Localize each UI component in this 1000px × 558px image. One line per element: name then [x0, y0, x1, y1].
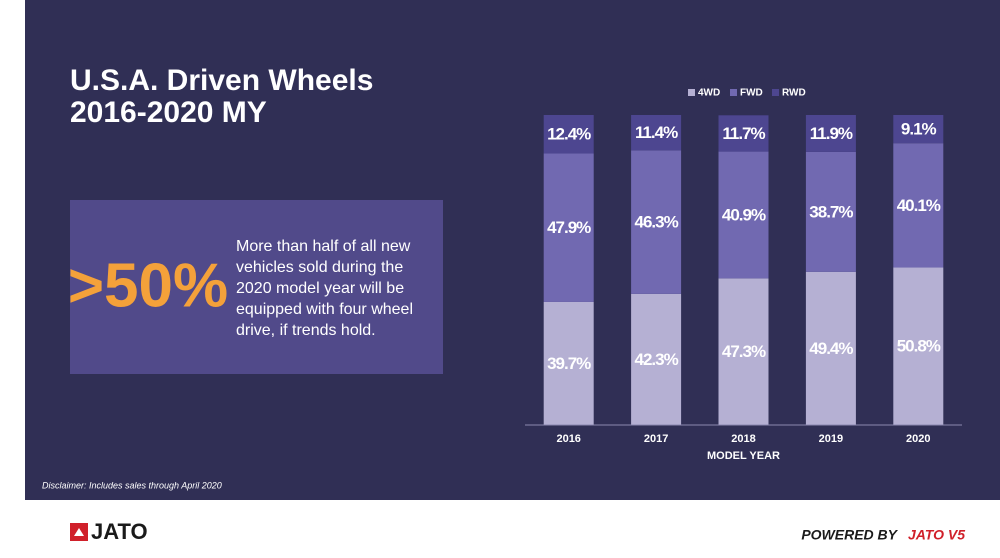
disclaimer: Disclaimer: Includes sales through April…: [42, 480, 222, 490]
callout-line: equipped with four wheel: [236, 301, 413, 318]
legend-swatch: [772, 89, 779, 96]
data-label: 42.3%: [634, 350, 678, 369]
callout-text: More than half of all new vehicles sold d…: [236, 238, 413, 339]
title-line: U.S.A. Driven Wheels: [70, 64, 373, 97]
callout-headline: >50%: [68, 251, 228, 320]
legend-swatch: [730, 89, 737, 96]
data-label: 12.4%: [547, 125, 591, 144]
data-label: 39.7%: [547, 354, 591, 373]
data-label: 40.9%: [722, 205, 766, 224]
legend-label: FWD: [740, 88, 763, 99]
bar-segment: [631, 150, 682, 294]
data-label: 11.7%: [722, 124, 765, 143]
bar-segment: [805, 115, 856, 152]
title-line: 2016-2020 MY: [70, 96, 267, 129]
bar-segment: [718, 278, 769, 425]
legend-label: 4WD: [698, 88, 720, 99]
bar-segment: [631, 293, 682, 425]
data-label: 11.4%: [635, 123, 678, 142]
data-label: 11.9%: [810, 124, 853, 143]
bar-segment: [543, 153, 594, 302]
data-label: 47.9%: [547, 218, 591, 237]
callout-line: vehicles sold during the: [236, 259, 403, 276]
bar-segment: [805, 271, 856, 425]
powered-by: POWERED BY: [801, 527, 898, 543]
bar-segment: [631, 115, 682, 151]
bar-segment: [718, 151, 769, 279]
x-tick-label: 2017: [644, 433, 668, 445]
logo-glyph: [74, 528, 84, 536]
data-label: 38.7%: [809, 202, 853, 221]
data-label: 50.8%: [897, 337, 941, 356]
legend-label: RWD: [782, 88, 806, 99]
data-label: 46.3%: [634, 213, 678, 232]
x-tick-label: 2016: [556, 433, 580, 445]
callout-line: More than half of all new: [236, 238, 411, 255]
bar-segment: [893, 115, 944, 144]
data-label: 9.1%: [901, 120, 937, 139]
logo-text: JATO: [91, 519, 148, 544]
callout-box: [70, 200, 443, 374]
callout-line: 2020 model year will be: [236, 280, 404, 297]
bar-segment: [893, 267, 944, 425]
bar-segment: [543, 301, 594, 425]
bar-segment: [543, 115, 594, 154]
x-tick-label: 2018: [731, 433, 755, 445]
data-label: 40.1%: [897, 196, 941, 215]
bar-segment: [805, 151, 856, 272]
bar-segment: [893, 143, 944, 268]
chart: 4WD FWD RWD 39.7% 47.9% 12.4% 2016 42.3% 46.3% 11…: [525, 88, 962, 462]
powered-brand: JATO V5: [908, 527, 965, 543]
x-axis-title: MODEL YEAR: [707, 450, 780, 462]
legend-swatch: [688, 89, 695, 96]
bar-segment: [718, 115, 769, 152]
x-tick-label: 2020: [906, 433, 930, 445]
data-label: 49.4%: [809, 339, 853, 358]
data-label: 47.3%: [722, 342, 766, 361]
callout-line: drive, if trends hold.: [236, 322, 376, 339]
x-tick-label: 2019: [819, 433, 843, 445]
